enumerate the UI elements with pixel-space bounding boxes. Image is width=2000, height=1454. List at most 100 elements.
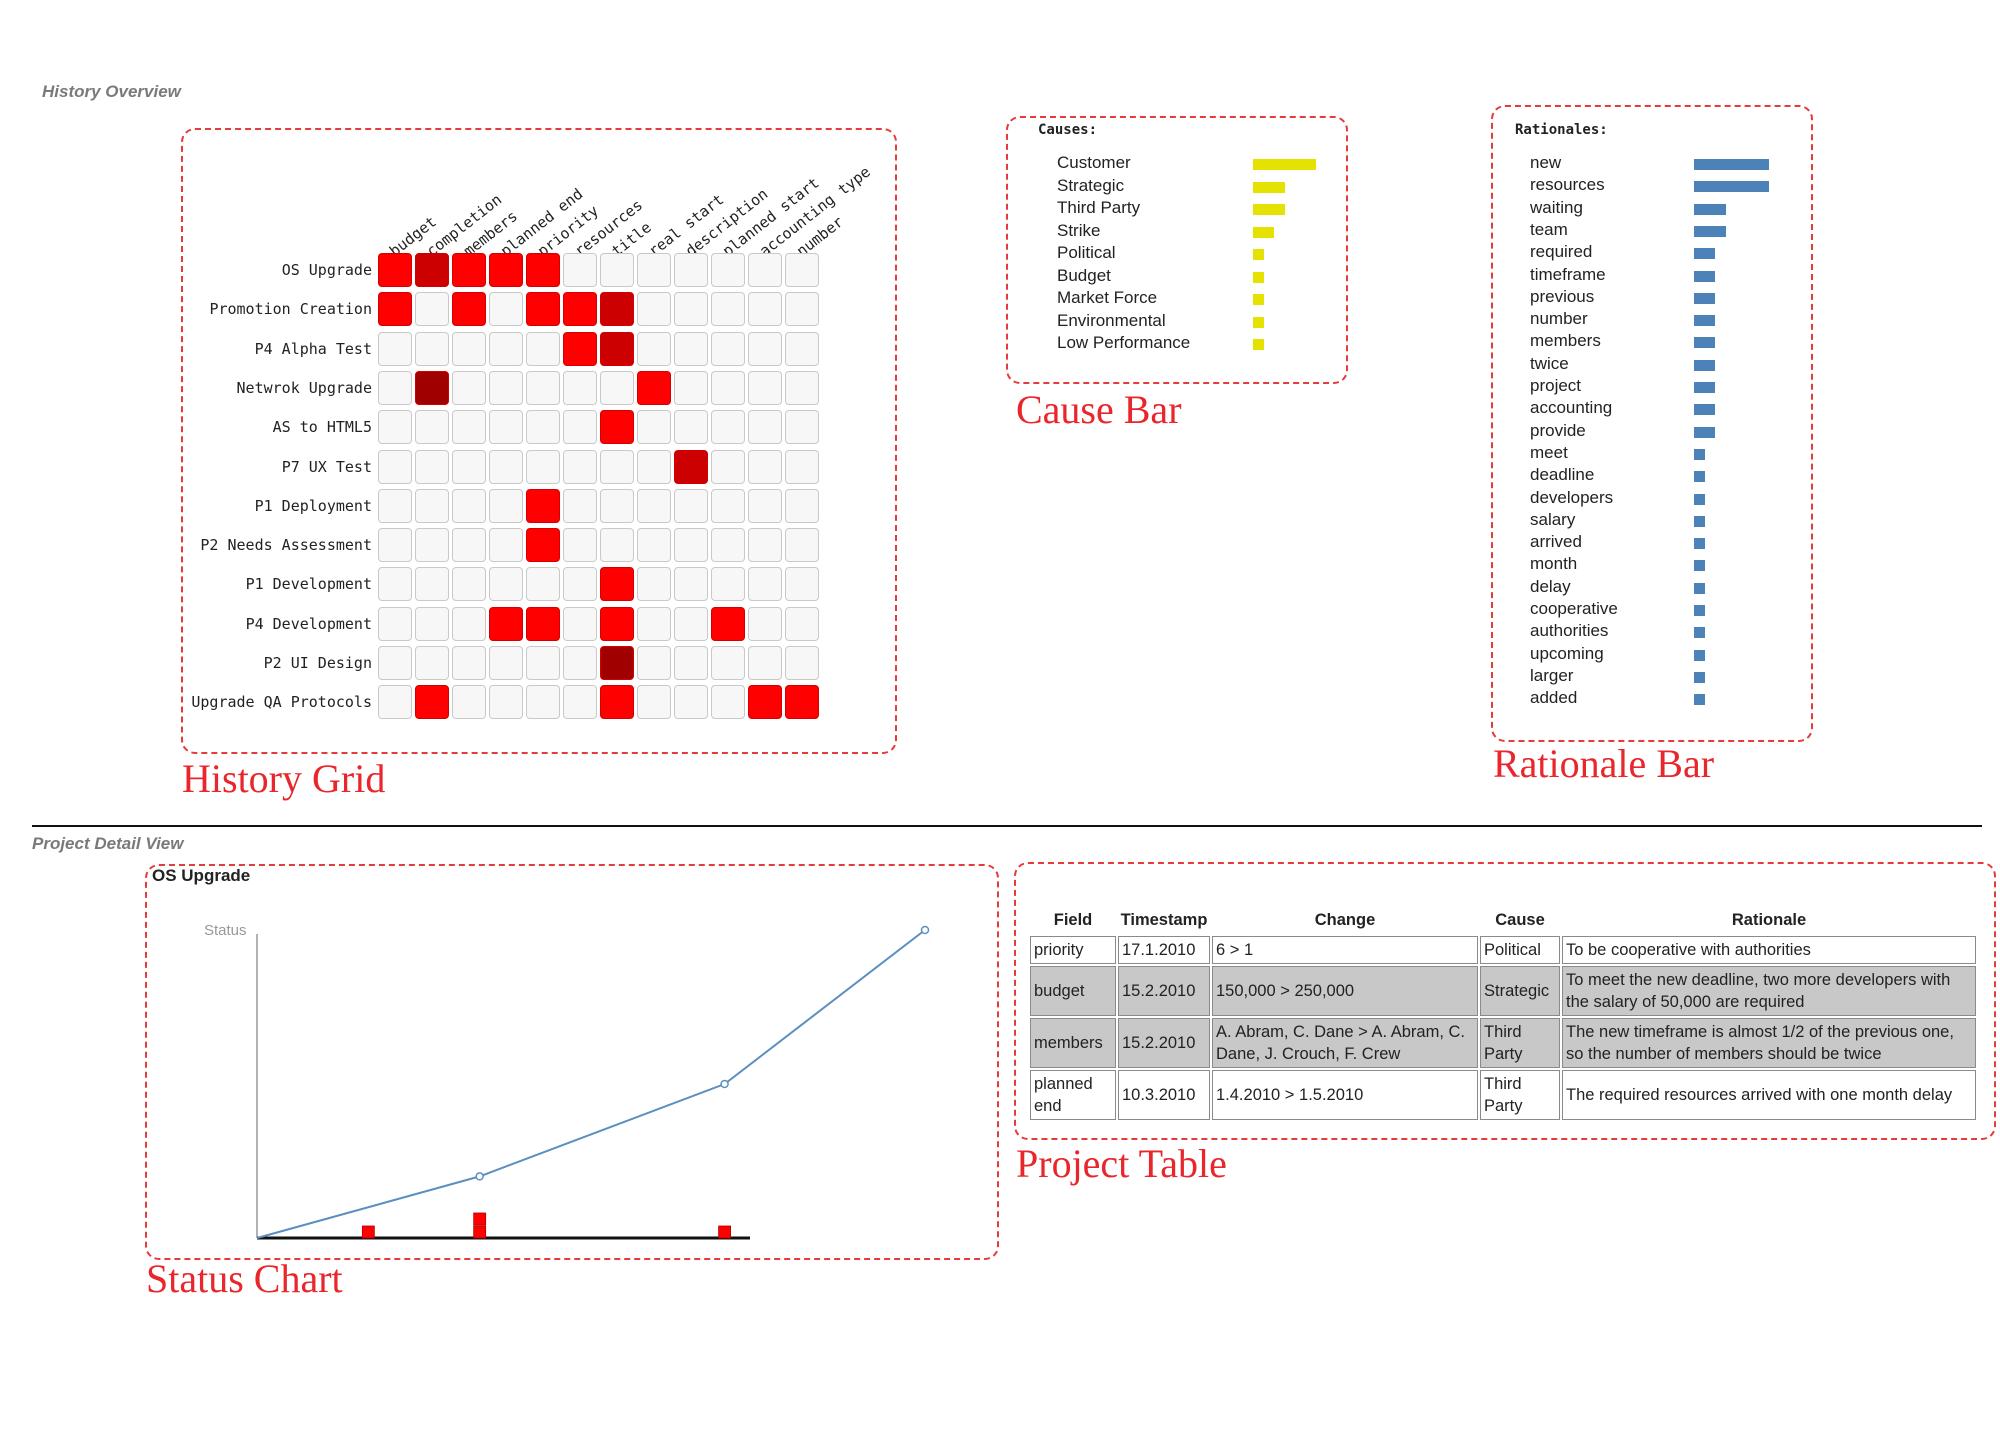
grid-cell[interactable] — [563, 606, 597, 641]
grid-cell[interactable] — [711, 488, 745, 523]
grid-cell[interactable] — [452, 685, 486, 720]
grid-cell[interactable] — [489, 253, 523, 287]
grid-cell[interactable] — [674, 685, 708, 720]
status-change-marker[interactable] — [473, 1225, 487, 1239]
grid-cell[interactable] — [600, 488, 634, 523]
grid-cell[interactable] — [748, 528, 782, 563]
grid-cell[interactable] — [785, 331, 819, 366]
grid-cell[interactable] — [674, 370, 708, 405]
grid-cell[interactable] — [526, 370, 560, 405]
rationales-bar[interactable] — [1694, 203, 1727, 215]
rationales-bar[interactable] — [1694, 605, 1705, 616]
grid-cell[interactable] — [637, 646, 671, 680]
grid-cell[interactable] — [748, 606, 782, 641]
grid-cell[interactable] — [563, 528, 597, 563]
grid-cell[interactable] — [378, 646, 412, 680]
grid-cell[interactable] — [378, 685, 412, 720]
rationales-bar[interactable] — [1694, 225, 1727, 237]
grid-cell[interactable] — [674, 606, 708, 641]
grid-row-label[interactable]: P4 Development — [245, 614, 372, 633]
rationales-bar[interactable] — [1694, 404, 1716, 416]
grid-cell[interactable] — [600, 292, 634, 327]
grid-cell[interactable] — [674, 488, 708, 523]
grid-row-label[interactable]: P4 Alpha Test — [254, 339, 372, 358]
status-point[interactable] — [720, 1079, 729, 1089]
grid-cell[interactable] — [600, 410, 634, 445]
grid-cell[interactable] — [748, 253, 782, 287]
grid-row-label[interactable]: Netwrok Upgrade — [236, 378, 372, 397]
grid-cell[interactable] — [415, 410, 449, 445]
grid-cell[interactable] — [489, 646, 523, 680]
grid-cell[interactable] — [489, 292, 523, 327]
grid-cell[interactable] — [674, 567, 708, 602]
table-row[interactable]: budget 15.2.2010 150,000 > 250,000 Strategi… — [1030, 966, 1976, 1016]
grid-cell[interactable] — [378, 292, 412, 327]
grid-cell[interactable] — [563, 488, 597, 523]
rationales-bar[interactable] — [1694, 448, 1705, 460]
grid-cell[interactable] — [711, 646, 745, 680]
causes-bar[interactable] — [1253, 226, 1274, 238]
grid-cell[interactable] — [378, 253, 412, 287]
grid-cell[interactable] — [600, 370, 634, 405]
grid-cell[interactable] — [452, 331, 486, 366]
grid-cell[interactable] — [785, 528, 819, 563]
grid-cell[interactable] — [637, 567, 671, 602]
rationales-bar[interactable] — [1694, 426, 1716, 438]
grid-cell[interactable] — [452, 449, 486, 484]
grid-cell[interactable] — [563, 410, 597, 445]
grid-cell[interactable] — [785, 685, 819, 720]
grid-cell[interactable] — [674, 410, 708, 445]
rationales-bar[interactable] — [1694, 382, 1716, 393]
grid-cell[interactable] — [489, 370, 523, 405]
grid-cell[interactable] — [748, 370, 782, 405]
grid-cell[interactable] — [415, 488, 449, 523]
grid-row-label[interactable]: AS to HTML5 — [272, 418, 372, 437]
grid-row-label[interactable]: P1 Deployment — [254, 496, 372, 515]
grid-cell[interactable] — [378, 488, 412, 523]
grid-row-label[interactable]: P1 Development — [245, 575, 372, 594]
grid-cell[interactable] — [415, 646, 449, 680]
grid-cell[interactable] — [452, 646, 486, 680]
grid-cell[interactable] — [489, 606, 523, 641]
grid-cell[interactable] — [526, 253, 560, 287]
table-row[interactable]: planned end 10.3.2010 1.4.2010 > 1.5.2010 T… — [1030, 1070, 1976, 1120]
grid-cell[interactable] — [674, 646, 708, 680]
causes-bar[interactable] — [1253, 271, 1264, 283]
grid-row-label[interactable]: Promotion Creation — [209, 300, 372, 319]
rationales-bar[interactable] — [1694, 315, 1716, 327]
grid-cell[interactable] — [563, 567, 597, 602]
grid-cell[interactable] — [674, 253, 708, 287]
grid-cell[interactable] — [785, 567, 819, 602]
grid-cell[interactable] — [563, 449, 597, 484]
grid-cell[interactable] — [378, 528, 412, 563]
rationales-bar[interactable] — [1694, 471, 1705, 483]
grid-cell[interactable] — [378, 331, 412, 366]
status-change-marker[interactable] — [718, 1225, 731, 1239]
grid-cell[interactable] — [674, 449, 708, 484]
grid-cell[interactable] — [526, 331, 560, 366]
grid-cell[interactable] — [637, 449, 671, 484]
grid-cell[interactable] — [711, 528, 745, 563]
grid-cell[interactable] — [415, 685, 449, 720]
rationales-bar[interactable] — [1694, 292, 1716, 304]
grid-cell[interactable] — [785, 606, 819, 641]
grid-cell[interactable] — [563, 292, 597, 327]
status-change-marker[interactable] — [361, 1225, 375, 1239]
grid-cell[interactable] — [785, 292, 819, 327]
grid-cell[interactable] — [748, 488, 782, 523]
grid-cell[interactable] — [563, 646, 597, 680]
grid-cell[interactable] — [378, 370, 412, 405]
grid-cell[interactable] — [748, 685, 782, 720]
grid-cell[interactable] — [378, 606, 412, 641]
grid-cell[interactable] — [452, 606, 486, 641]
grid-cell[interactable] — [415, 331, 449, 366]
grid-cell[interactable] — [600, 567, 634, 602]
rationales-bar[interactable] — [1694, 493, 1705, 505]
causes-bar[interactable] — [1253, 204, 1285, 215]
grid-cell[interactable] — [526, 528, 560, 563]
rationales-bar[interactable] — [1694, 649, 1705, 661]
grid-row-label[interactable]: P2 UI Design — [263, 654, 372, 672]
grid-cell[interactable] — [526, 646, 560, 680]
rationales-bar[interactable] — [1694, 337, 1716, 349]
causes-bar[interactable] — [1253, 249, 1264, 260]
